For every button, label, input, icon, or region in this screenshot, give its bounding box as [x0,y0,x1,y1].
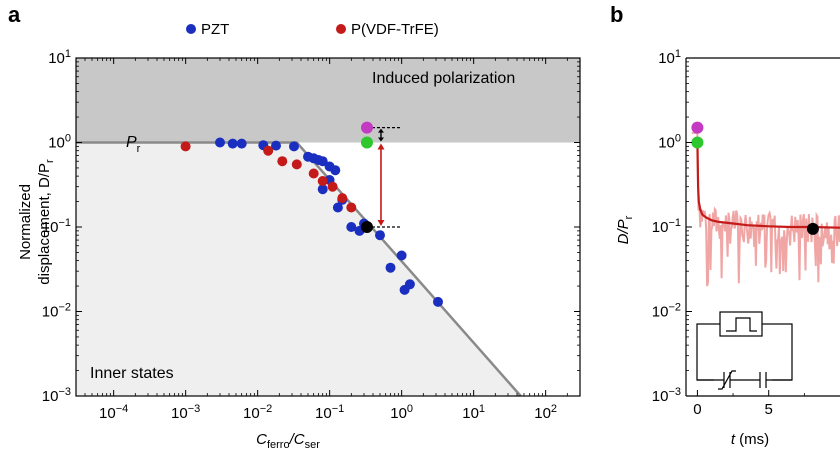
x-tick-label: 5 [765,401,773,418]
y-tick-label: 10−1 [652,217,681,236]
circuit-inset-icon [696,311,793,390]
pr-label: Pr [126,134,141,155]
legend-pzt-label: PZT [201,21,229,38]
pzt-point [404,279,415,290]
induced-polarization-region [76,58,580,143]
black-marker [806,222,819,235]
ferro-cap-hysteresis-icon [718,370,736,390]
magenta-marker [691,121,704,134]
scatter-points [180,137,443,307]
fit-trace [696,142,840,229]
y-tick-label: 101 [48,48,71,67]
x-tick-label: 101 [462,403,485,422]
panel-b-plot: 101 100 10−1 10−2 10−3 0 5 t (ms) D/Pr [615,48,840,448]
x-tick-label: 102 [534,403,557,422]
pzt-point [317,156,328,167]
panel-b-xlabel-var: t [731,431,736,448]
panel-b-ylabel-sub: r [623,215,635,219]
panel-b-xlabel: t (ms) [731,431,769,448]
pvdf-point [346,202,357,213]
raw-trace [691,131,840,287]
magenta-marker [360,121,373,134]
legend-pzt-marker [186,24,196,34]
pvdf-point [277,156,288,167]
x-tick-label: 10−1 [315,403,344,422]
pvdf-point [263,145,274,156]
pzt-point [317,184,328,195]
green-marker [360,136,373,149]
pzt-point [385,262,396,273]
pvdf-point [180,141,191,152]
pzt-point [375,230,385,241]
panel-b-highlight-markers [691,121,819,235]
panel-b-ticks: 101 100 10−1 10−2 10−3 0 5 [652,48,805,418]
induced-arrow-head-down [377,137,384,142]
pvdf-point [291,159,302,170]
panel-b-ylabel: D/Pr [615,215,635,244]
panel-a-letter: a [8,2,21,27]
black-marker [360,221,373,233]
induced-polarization-label: Induced polarization [372,70,515,87]
panel-a-ylabel: Normalized displacement, D/Pr [17,159,56,285]
panel-b-xlabel-unit: (ms) [735,431,769,448]
panel-a-xlabel: Cferro/Cser [256,431,320,451]
inner-states-label: Inner states [90,365,174,382]
x-tick-label: 10−2 [243,403,272,422]
y-tick-label: 10−3 [652,386,681,405]
pr-label-main: P [126,134,137,151]
ylabel-line2-main: displacement, D/P [36,163,53,285]
depolarization-arrow-head-down [377,220,385,226]
x-tick-label: 10−4 [99,403,128,422]
pzt-point [271,140,281,151]
panel-a-ticks: 10−4 10−3 10−2 10−1 100 101 102 101 100 10−1 10−2 1… [42,48,580,422]
y-tick-label: 10−3 [42,386,71,405]
pzt-point [330,165,341,176]
pzt-point [346,222,357,232]
x-tick-label: 100 [390,403,413,422]
ylabel-line2: displacement, D/Pr [36,159,56,285]
xlabel-ferro: ferro [267,439,290,451]
pzt-point [215,137,225,148]
ylabel-line1: Normalized [17,184,34,260]
induced-arrow-head-up [377,128,384,133]
pulse-waveform-icon [726,317,757,332]
x-tick-label: 10−3 [171,403,200,422]
highlight-markers [360,121,373,233]
legend-pvdf-marker [336,24,346,34]
pulse-source-box [719,311,763,337]
pzt-point [227,138,238,149]
y-tick-label: 101 [658,48,681,67]
pvdf-point [317,176,328,186]
panel-a-plot: 10−4 10−3 10−2 10−1 100 101 102 101 100 10−1 10−2 1… [17,48,581,451]
legend-pvdf-label: P(VDF-TrFE) [351,21,439,38]
x-tick-label: 0 [693,401,701,418]
pvdf-point [337,193,348,204]
xlabel-c2: /C [289,431,305,448]
pzt-point [289,141,299,152]
green-marker [691,136,704,149]
pzt-point [332,202,343,213]
xlabel-ser: ser [305,439,321,451]
inner-states-region [76,142,521,396]
depolarization-arrow-head-up [377,143,385,150]
pzt-point [236,138,247,149]
pzt-point [396,250,407,261]
pzt-point [433,296,443,307]
panel-b-ylabel-text: D/Pr [615,215,635,244]
y-tick-label: 100 [658,133,681,152]
pvdf-point [327,181,338,192]
xlabel-c1: C [256,431,267,448]
panel-b-letter: b [610,2,623,27]
pvdf-point [308,168,319,179]
ylabel-line2-sub: r [44,159,56,163]
y-tick-label: 10−2 [652,302,681,321]
legend: PZT P(VDF-TrFE) [186,21,439,38]
panel-b-ylabel-main: D/P [615,219,632,244]
y-tick-label: 10−2 [42,302,71,321]
y-tick-label: 100 [48,133,71,152]
pr-label-sub: r [137,143,141,155]
y-tick-label: 10−1 [42,217,71,236]
